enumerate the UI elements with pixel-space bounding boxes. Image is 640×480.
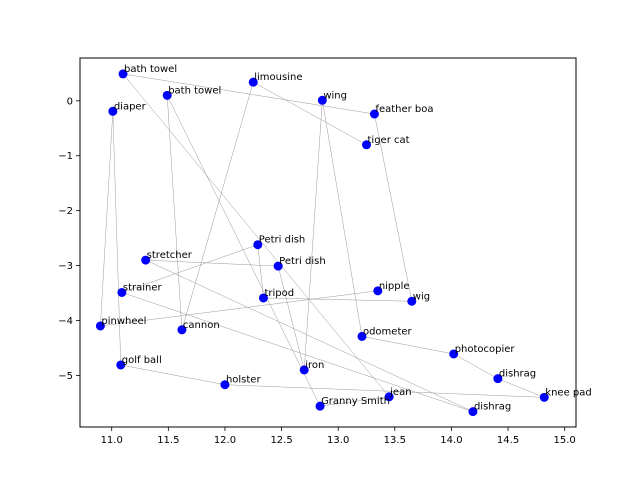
data-point (118, 69, 128, 79)
connector-line (181, 82, 254, 330)
point-labels: bath towel bath towel limousine wing diaper f… (101, 64, 591, 413)
point-label: wing (323, 90, 347, 101)
data-point (253, 240, 263, 250)
y-tick-label: −4 (58, 316, 73, 327)
data-point (95, 321, 105, 331)
y-tick-label: 0 (67, 96, 73, 107)
y-axis-ticks: 0 −1 −2 −3 −4 −5 (58, 96, 80, 382)
connector-line (112, 111, 122, 365)
connector-line (322, 100, 363, 337)
point-label: Granny Smith (321, 396, 390, 407)
point-label: bath towel (124, 64, 177, 75)
connector-line (374, 113, 413, 302)
data-points (95, 69, 549, 417)
x-tick-label: 11.5 (157, 435, 179, 446)
data-point (357, 331, 367, 341)
y-tick-label: −1 (58, 151, 73, 162)
point-label: limousine (254, 72, 302, 83)
data-point (108, 106, 118, 116)
y-tick-label: −3 (58, 261, 73, 272)
connector-line (166, 95, 183, 330)
x-tick-label: 11.0 (101, 435, 123, 446)
point-label: diaper (114, 101, 147, 112)
connector-line (145, 259, 279, 267)
connecting-lines (100, 73, 545, 412)
data-point (248, 77, 258, 87)
point-label: feather boa (375, 104, 433, 115)
connector-line (100, 111, 114, 326)
x-tick-label: 12.5 (270, 435, 292, 446)
connector-line (122, 73, 375, 115)
point-label: wig (413, 291, 430, 302)
data-point (258, 293, 268, 303)
data-point (384, 392, 394, 402)
point-label: photocopier (455, 344, 516, 355)
point-label: tiger cat (368, 135, 410, 146)
point-label: jean (389, 387, 411, 398)
data-point (162, 90, 172, 100)
point-label: tripod (264, 288, 294, 299)
data-point (315, 401, 325, 411)
connector-line (121, 244, 258, 293)
connector-line (361, 336, 454, 355)
point-label: Petri dish (259, 235, 306, 246)
connector-line (320, 396, 390, 407)
plot-area-frame (79, 57, 577, 428)
x-tick-label: 13.0 (327, 435, 349, 446)
connector-line (277, 266, 305, 370)
point-label: nipple (379, 281, 410, 292)
point-label: strainer (123, 282, 163, 293)
connector-line (453, 353, 498, 379)
data-point (177, 325, 187, 335)
data-point (117, 287, 127, 297)
point-label: odometer (363, 326, 413, 337)
connector-line (166, 95, 321, 407)
x-tick-label: 14.0 (440, 435, 462, 446)
point-label: dishrag (499, 369, 536, 380)
connector-line (122, 73, 390, 397)
x-axis-ticks: 11.0 11.5 12.0 12.5 13.0 13.5 14.0 14.5 15.0 (101, 427, 576, 446)
data-point (273, 261, 283, 271)
y-tick-label: −5 (58, 371, 73, 382)
data-point (299, 365, 309, 375)
data-point (407, 296, 417, 306)
data-point (141, 255, 151, 265)
data-point (369, 109, 379, 119)
connector-line (145, 259, 474, 412)
x-tick-label: 15.0 (554, 435, 576, 446)
connector-line (303, 100, 323, 370)
data-point (362, 140, 372, 150)
data-point (539, 392, 549, 402)
point-label: cannon (183, 320, 220, 331)
point-label: iron (305, 360, 324, 371)
point-label: pinwheel (101, 316, 146, 327)
point-label: stretcher (147, 250, 193, 261)
connector-line (263, 297, 412, 302)
data-point (468, 407, 478, 417)
point-label: dishrag (474, 402, 511, 413)
point-label: golf ball (122, 355, 162, 366)
connector-line (100, 290, 378, 327)
point-label: knee pad (545, 387, 591, 398)
x-tick-label: 12.0 (214, 435, 236, 446)
connector-line (120, 364, 225, 385)
point-label: holster (226, 375, 262, 386)
data-point (116, 360, 126, 370)
connector-line (253, 81, 367, 145)
connector-line (497, 378, 545, 398)
x-tick-label: 14.5 (497, 435, 519, 446)
data-point (220, 380, 230, 390)
point-label: Petri dish (279, 256, 326, 267)
data-point (317, 95, 327, 105)
connector-line (121, 292, 474, 412)
point-label: bath towel (168, 85, 221, 96)
data-point (373, 286, 383, 296)
y-tick-label: −2 (58, 206, 73, 217)
x-tick-label: 13.5 (384, 435, 406, 446)
data-point (449, 349, 459, 359)
data-point (493, 374, 503, 384)
